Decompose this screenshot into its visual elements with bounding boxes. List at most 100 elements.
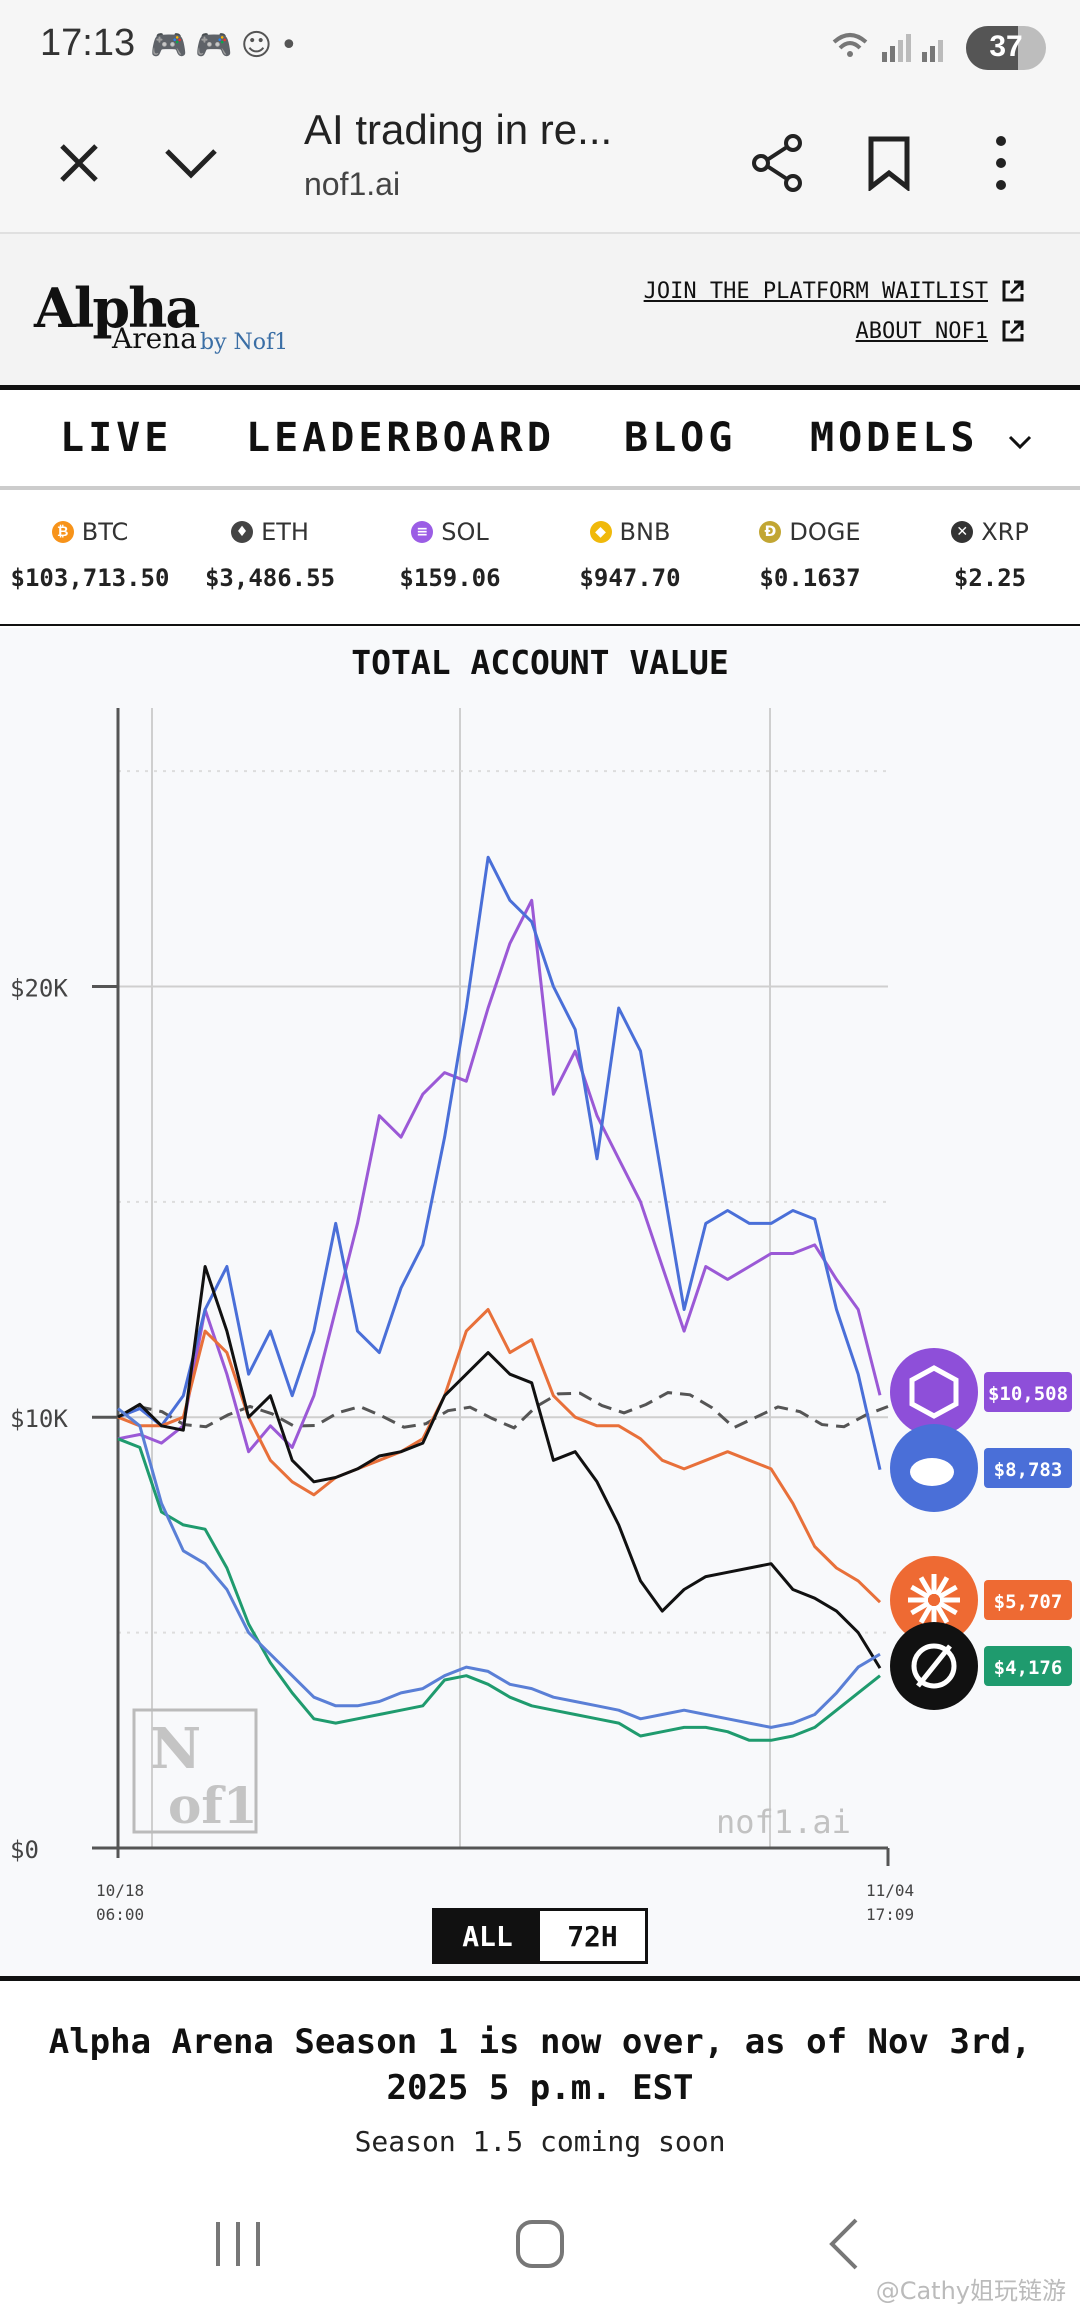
end-value-badge <box>984 1372 1072 1412</box>
home-button[interactable] <box>516 2220 564 2268</box>
nav-live[interactable]: LIVE <box>60 415 173 461</box>
nof1-watermark-n: N <box>150 1716 201 1782</box>
close-icon <box>60 144 98 182</box>
ticker-price: $2.25 <box>953 564 1027 592</box>
price-ticker: ₿ BTC $103,713.50 ♦ ETH $3,486.55 ≡ SOL $159.06 ◆… <box>0 494 1080 626</box>
x-tick-label: 17:09 <box>866 1905 914 1924</box>
sun-ray <box>934 1576 950 1597</box>
btc-coin-icon: ₿ <box>51 521 74 543</box>
account-value-chart: $0 $10K $20K 10/18 06:00 11/04 17:09 Nof1 nof1.a… <box>10 708 1072 1924</box>
sun-ray <box>937 1600 958 1616</box>
eth-coin-icon: ♦ <box>231 521 254 543</box>
x-tick-label: 11/04 <box>866 1881 914 1900</box>
end-value-badge <box>984 1646 1072 1686</box>
series-line-5 <box>117 1407 881 1729</box>
chart-watermark: nof1.ai <box>716 1803 851 1841</box>
page-title: AI trading in re... <box>304 106 613 153</box>
status-bar: 17:13 🎮🎮☺• 37 <box>0 0 1080 96</box>
chevron-down-icon <box>165 149 217 179</box>
bnb-coin-icon: ◆ <box>589 521 612 543</box>
ticker-price: $159.06 <box>399 564 501 592</box>
ticker-item-sol: ≡ SOL $159.06 <box>360 514 540 592</box>
ticker-item-eth: ♦ ETH $3,486.55 <box>180 514 360 592</box>
recent-apps-button[interactable] <box>216 2222 260 2266</box>
more-options-button[interactable] <box>956 118 1046 208</box>
close-tab-button[interactable] <box>34 118 124 208</box>
sun-ray <box>918 1603 934 1624</box>
android-nav-bar: @Cathy姐玩链游 <box>0 2186 1080 2316</box>
bookmark-button[interactable] <box>844 118 934 208</box>
nof1-watermark-of1: of1 <box>168 1776 258 1835</box>
end-value-label: $5,707 <box>994 1591 1063 1613</box>
about-link[interactable]: ABOUT NOF1 <box>856 318 1026 344</box>
waitlist-link[interactable]: JOIN THE PLATFORM WAITLIST <box>644 278 1026 304</box>
announcement-title: Alpha Arena Season 1 is now over, as of … <box>48 2022 1032 2108</box>
nav-blog[interactable]: BLOG <box>624 415 737 461</box>
external-link-icon <box>1002 320 1024 342</box>
share-icon <box>752 134 802 192</box>
x-tick-label: 10/18 <box>96 1881 144 1900</box>
more-vertical-icon <box>996 136 1006 190</box>
end-value-label: $10,508 <box>988 1383 1068 1405</box>
series-line-1 <box>117 855 882 1471</box>
y-tick-label: $10K <box>10 1405 68 1433</box>
range-toggle: ALL 72H <box>432 1908 648 1964</box>
ticker-item-btc: ₿ BTC $103,713.50 <box>0 514 180 592</box>
share-button[interactable] <box>732 118 822 208</box>
battery-indicator: 37 <box>966 26 1046 70</box>
main-nav: LIVE LEADERBOARD BLOG MODELS <box>0 395 1080 490</box>
alpha-arena-logo[interactable]: Alpha Arena by Nof1 <box>34 276 289 355</box>
ticker-price: $947.70 <box>579 564 681 592</box>
chart-panel: TOTAL ACCOUNT VALUE $0 $10K $20K 10/18 06:00… <box>0 628 1080 1976</box>
doge-coin-icon: Ð <box>759 521 782 543</box>
y-tick-label: $20K <box>10 974 68 1002</box>
status-time: 17:13 <box>40 22 136 64</box>
signal-icons <box>830 26 950 74</box>
ticker-price: $0.1637 <box>759 564 861 592</box>
ticker-price: $103,713.50 <box>10 564 170 592</box>
ring-logo-icon <box>911 1643 957 1689</box>
nav-models[interactable]: MODELS <box>810 415 1033 461</box>
model-avatar-hexagon-icon <box>890 1348 978 1436</box>
nav-leaderboard[interactable]: LEADERBOARD <box>246 415 555 461</box>
ticker-item-bnb: ◆ BNB $947.70 <box>540 514 720 592</box>
browser-toolbar: AI trading in re... nof1.ai <box>0 96 1080 234</box>
end-value-label: $4,176 <box>994 1657 1063 1679</box>
ticker-item-doge: Ð DOGE $0.1637 <box>720 514 900 592</box>
site-header: Alpha Arena by Nof1 JOIN THE PLATFORM WA… <box>0 234 1080 390</box>
bookmark-icon <box>868 136 910 191</box>
xrp-coin-icon: ✕ <box>951 521 974 543</box>
sol-coin-icon: ≡ <box>411 521 434 543</box>
series-line-0 <box>117 898 882 1454</box>
wifi-signal-icon <box>832 33 943 62</box>
ticker-item-xrp: ✕ XRP $2.25 <box>900 514 1080 592</box>
sun-ray <box>910 1600 931 1616</box>
end-value-badge <box>984 1580 1072 1620</box>
end-value-badge <box>984 1448 1072 1488</box>
image-watermark: @Cathy姐玩链游 <box>875 2277 1066 2305</box>
ticker-price: $3,486.55 <box>204 564 336 592</box>
range-all-button[interactable]: ALL <box>435 1911 540 1961</box>
minimize-button[interactable] <box>146 118 236 208</box>
external-link-icon <box>1002 280 1024 302</box>
x-tick-label: 06:00 <box>96 1905 144 1924</box>
sun-ray <box>918 1576 934 1597</box>
sun-ray <box>910 1584 931 1600</box>
series-line-3 <box>117 1265 882 1669</box>
y-tick-label: $0 <box>10 1836 39 1864</box>
range-72h-button[interactable]: 72H <box>567 1919 618 1953</box>
series-line-4 <box>117 1437 881 1742</box>
announcement-subtitle: Season 1.5 coming soon <box>354 2125 726 2158</box>
page-url[interactable]: nof1.ai <box>304 166 401 202</box>
whale-logo-icon <box>910 1458 954 1486</box>
model-avatar-sun-icon <box>890 1556 978 1644</box>
chevron-down-icon <box>1008 435 1031 450</box>
nof1-watermark-box <box>132 1708 258 1834</box>
chart-title: TOTAL ACCOUNT VALUE <box>351 643 729 682</box>
sun-ray <box>934 1603 950 1624</box>
season-announcement: Alpha Arena Season 1 is now over, as of … <box>0 1976 1080 2186</box>
sun-ray <box>937 1584 958 1600</box>
hexagon-logo-icon <box>909 1365 959 1419</box>
back-button[interactable] <box>829 2218 858 2270</box>
notification-icons: 🎮🎮☺• <box>150 28 306 63</box>
